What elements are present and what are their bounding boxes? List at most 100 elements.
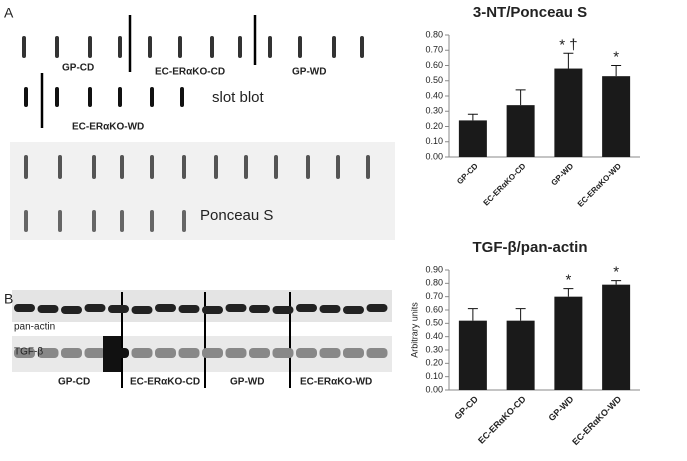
- x-tick-label: GP-WD: [549, 161, 575, 187]
- band: [14, 348, 35, 358]
- y-tick-label: 0.20: [425, 121, 443, 131]
- slot: [360, 36, 364, 58]
- chart-title: TGF-β/pan-actin: [473, 239, 588, 256]
- band: [296, 348, 317, 358]
- slot: [210, 36, 214, 58]
- y-axis-label: Arbitrary units: [409, 302, 419, 358]
- slot: [58, 155, 62, 179]
- error-bar: [563, 288, 574, 297]
- blot-label: GP-CD: [62, 63, 94, 74]
- y-tick-label: 0.80: [425, 278, 443, 288]
- slot: [88, 87, 92, 107]
- y-tick-label: 0.50: [425, 318, 443, 328]
- significance: *: [613, 48, 619, 65]
- x-tick-label: EC-ERαKO-WD: [576, 161, 623, 208]
- error-bar: [515, 308, 526, 321]
- y-tick-label: 0.00: [425, 151, 443, 161]
- band: [84, 348, 106, 358]
- band: [178, 348, 200, 358]
- slot: [118, 36, 122, 58]
- bar: [458, 120, 487, 157]
- y-tick-label: 0.40: [425, 331, 443, 341]
- panel-label: A: [4, 5, 14, 21]
- band: [14, 304, 35, 312]
- slot: [306, 155, 310, 179]
- error-bar: [467, 113, 478, 121]
- slot: [244, 155, 248, 179]
- x-tick-label: GP-WD: [546, 394, 575, 423]
- slot: [88, 36, 92, 58]
- band: [178, 305, 200, 313]
- blot-label: slot blot: [212, 89, 265, 106]
- y-tick-label: 0.90: [425, 264, 443, 274]
- blot-label: GP-WD: [292, 67, 326, 78]
- band: [225, 304, 247, 312]
- slot: [298, 36, 302, 58]
- slot: [366, 155, 370, 179]
- slot: [182, 155, 186, 179]
- band: [296, 304, 317, 312]
- band: [249, 348, 270, 358]
- y-tick-label: 0.50: [425, 75, 443, 85]
- slot: [55, 36, 59, 58]
- slot: [118, 87, 122, 107]
- y-tick-label: 0.60: [425, 60, 443, 70]
- significance: *: [565, 272, 571, 289]
- x-tick-label: EC-ERαKO-CD: [482, 161, 528, 207]
- band: [366, 304, 388, 312]
- band: [202, 306, 223, 314]
- slot: [58, 210, 62, 232]
- y-tick-label: 0.30: [425, 344, 443, 354]
- slot: [182, 210, 186, 232]
- slot: [336, 155, 340, 179]
- band: [272, 306, 294, 314]
- slot: [178, 36, 182, 58]
- slot: [55, 87, 59, 107]
- significance: *: [613, 264, 619, 281]
- band: [366, 348, 388, 358]
- bar: [458, 320, 487, 390]
- significance: * †: [559, 36, 577, 53]
- error-bar: [611, 65, 622, 77]
- bar: [506, 320, 535, 390]
- band: [319, 348, 341, 358]
- y-tick-label: 0.00: [425, 384, 443, 394]
- slot: [22, 36, 26, 58]
- slot: [24, 210, 28, 232]
- slot: [92, 155, 96, 179]
- band: [155, 348, 176, 358]
- blot-label: EC-ERαKO-CD: [155, 67, 225, 78]
- x-tick-label: EC-ERαKO-WD: [570, 394, 623, 447]
- band: [61, 348, 82, 358]
- y-tick-label: 0.40: [425, 90, 443, 100]
- slot: [150, 155, 154, 179]
- y-tick-label: 0.70: [425, 291, 443, 301]
- error-bar: [467, 308, 478, 321]
- bar: [506, 105, 535, 157]
- y-tick-label: 0.70: [425, 45, 443, 55]
- slot: [332, 36, 336, 58]
- band: [343, 348, 364, 358]
- bar: [554, 68, 583, 157]
- slot: [120, 210, 124, 232]
- x-tick-label: GP-CD: [455, 161, 480, 186]
- x-tick-label: GP-CD: [452, 394, 480, 422]
- slot: [92, 210, 96, 232]
- band: [84, 304, 106, 312]
- slot: [148, 36, 152, 58]
- band: [108, 305, 129, 313]
- blot-label: pan-actin: [14, 322, 55, 333]
- band: [103, 336, 121, 372]
- band: [37, 305, 59, 313]
- error-bar: [515, 89, 526, 106]
- band: [131, 348, 153, 358]
- slot: [238, 36, 242, 58]
- band: [319, 305, 341, 313]
- chart-title: 3-NT/Ponceau S: [473, 4, 587, 21]
- bar: [602, 76, 631, 157]
- slot: [268, 36, 272, 58]
- band: [131, 306, 153, 314]
- y-tick-label: 0.60: [425, 304, 443, 314]
- band: [343, 306, 364, 314]
